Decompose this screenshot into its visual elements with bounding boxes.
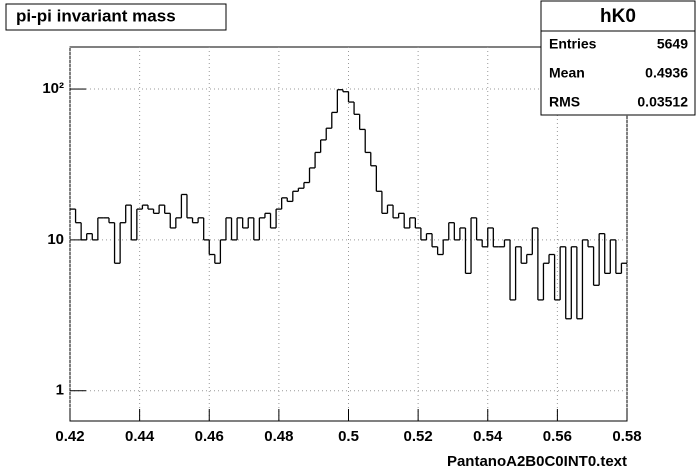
stats-value: 0.03512	[637, 94, 688, 110]
stats-value: 0.4936	[645, 65, 688, 81]
stats-title: hK0	[600, 6, 636, 27]
y-tick-label: 10²	[42, 80, 64, 97]
y-tick-label: 1	[56, 382, 64, 399]
y-tick-label: 10	[47, 231, 64, 248]
chart-title: pi-pi invariant mass	[16, 6, 176, 25]
stats-box: hK0 Entries 5649 Mean 0.4936 RMS 0.03512	[540, 0, 696, 116]
x-axis-label: PantanoA2B0C0INT0.text	[447, 453, 627, 470]
title-box	[5, 3, 227, 31]
x-tick-label: 0.42	[55, 428, 84, 445]
x-tick-label: 0.56	[543, 428, 572, 445]
x-tick-label: 0.5	[338, 428, 359, 445]
stats-value: 5649	[657, 36, 688, 52]
stats-label: Mean	[549, 65, 585, 81]
x-tick-label: 0.48	[264, 428, 293, 445]
x-tick-label: 0.52	[404, 428, 433, 445]
stats-label: RMS	[549, 94, 580, 110]
x-tick-label: 0.54	[473, 428, 503, 445]
stats-label: Entries	[549, 36, 597, 52]
x-tick-label: 0.58	[612, 428, 641, 445]
x-tick-label: 0.44	[125, 428, 155, 445]
x-tick-label: 0.46	[195, 428, 224, 445]
stats-frame	[540, 0, 696, 116]
